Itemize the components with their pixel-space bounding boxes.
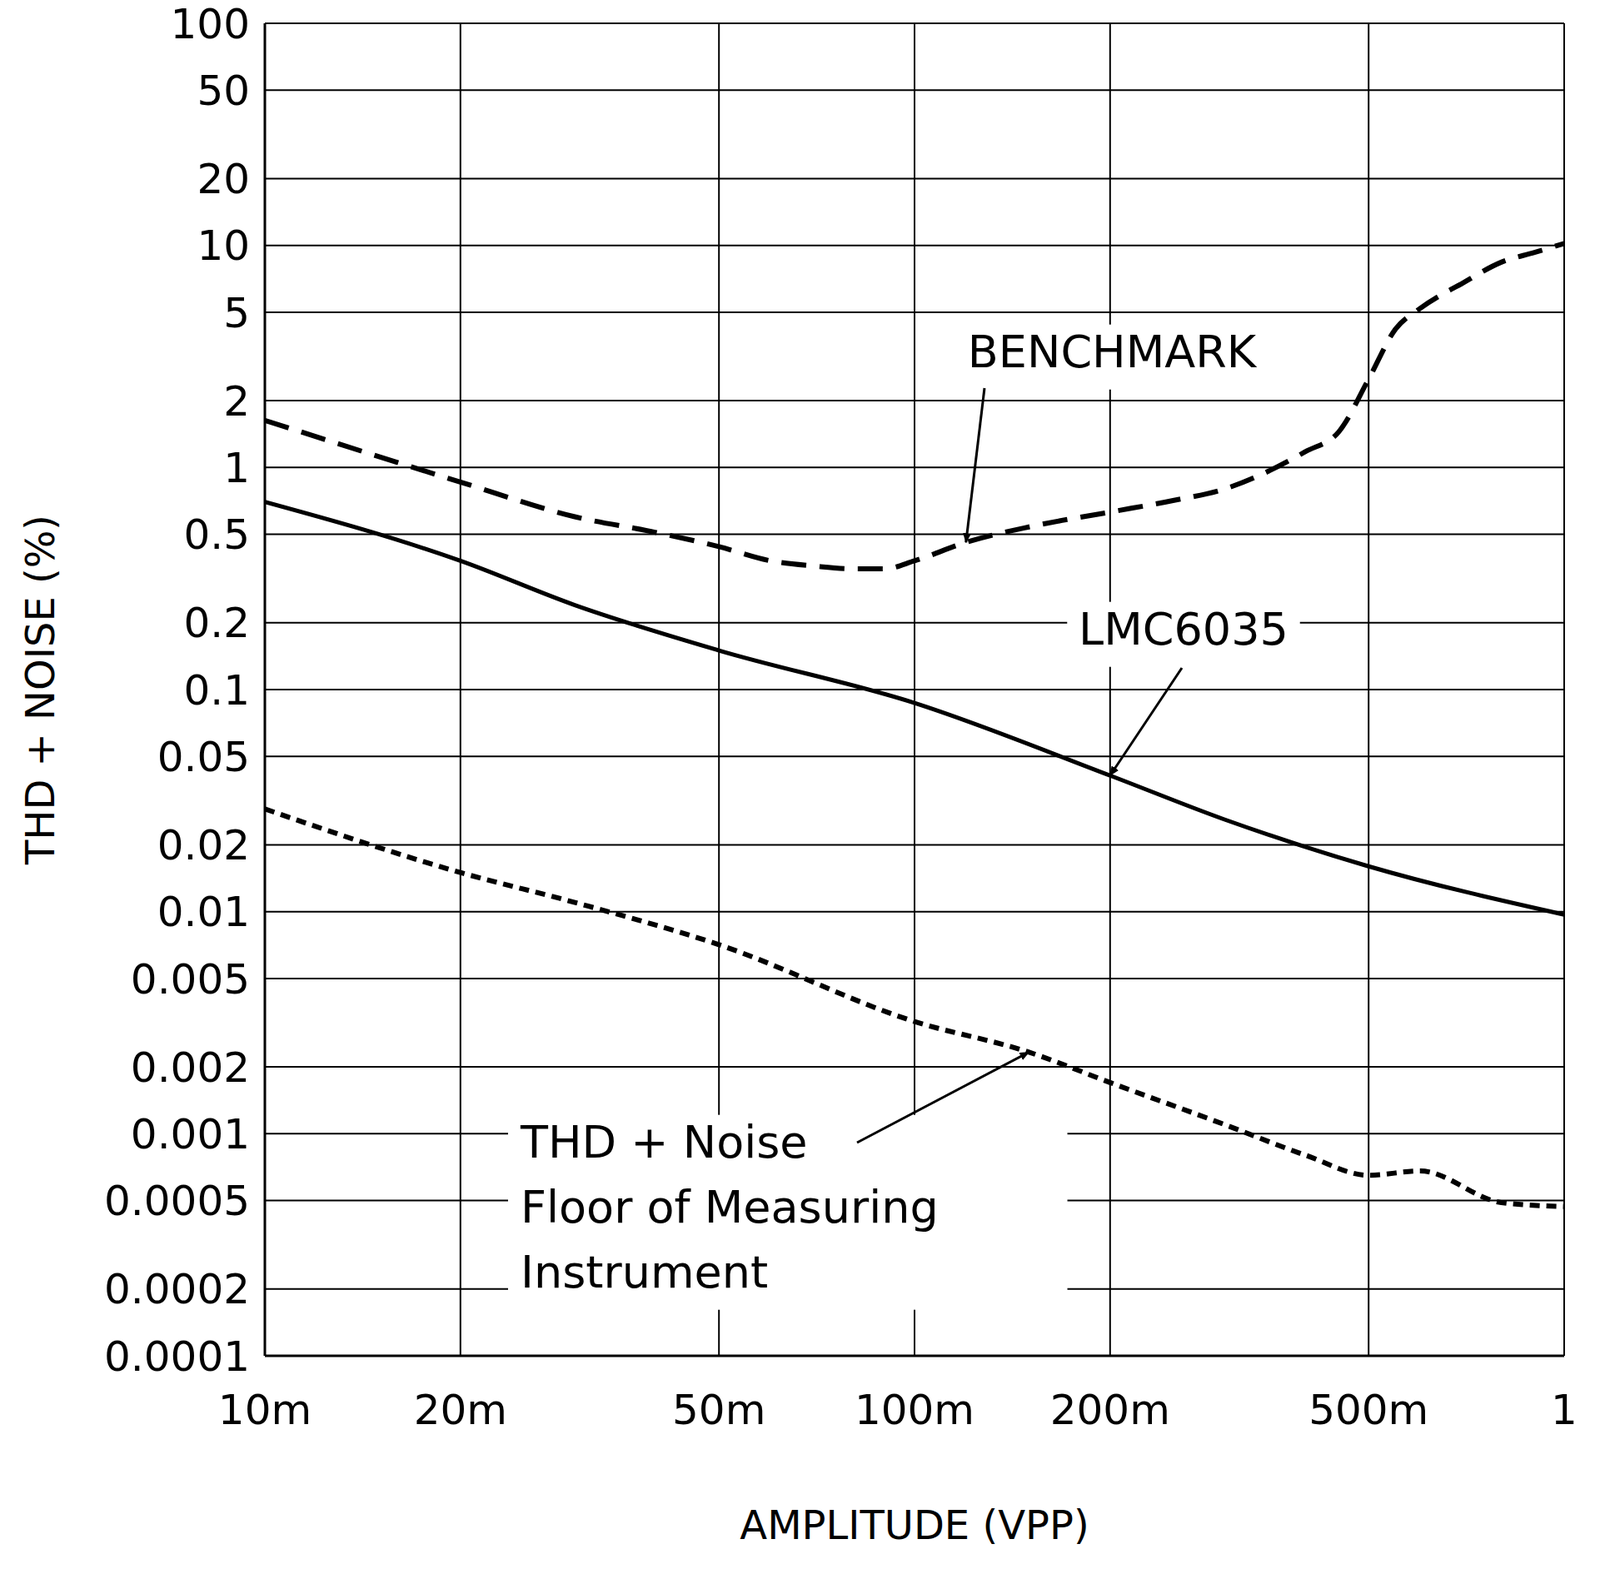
- svg-text:500m: 500m: [1308, 1385, 1429, 1435]
- svg-text:1: 1: [1550, 1385, 1578, 1435]
- svg-text:0.0001: 0.0001: [104, 1332, 250, 1381]
- svg-text:50m: 50m: [672, 1385, 766, 1435]
- svg-text:100: 100: [170, 6, 250, 49]
- svg-text:Instrument: Instrument: [520, 1246, 768, 1299]
- svg-text:5: 5: [223, 289, 250, 338]
- svg-text:THD + Noise: THD + Noise: [519, 1116, 808, 1169]
- svg-text:0.002: 0.002: [130, 1043, 250, 1092]
- svg-text:0.05: 0.05: [157, 732, 250, 782]
- svg-text:2: 2: [223, 377, 250, 426]
- svg-text:0.005: 0.005: [130, 955, 250, 1004]
- svg-text:0.2: 0.2: [183, 598, 250, 648]
- svg-text:100m: 100m: [854, 1385, 975, 1435]
- svg-text:0.02: 0.02: [157, 821, 250, 870]
- svg-text:0.01: 0.01: [157, 887, 250, 937]
- svg-text:0.5: 0.5: [183, 510, 250, 559]
- svg-text:0.001: 0.001: [130, 1110, 250, 1159]
- svg-text:50: 50: [196, 66, 250, 115]
- svg-text:1: 1: [223, 443, 250, 493]
- svg-text:20: 20: [196, 154, 250, 204]
- svg-text:BENCHMARK: BENCHMARK: [967, 325, 1258, 379]
- svg-text:THD + NOISE (%): THD + NOISE (%): [16, 514, 64, 866]
- svg-text:LMC6035: LMC6035: [1078, 603, 1289, 656]
- svg-text:20m: 20m: [413, 1385, 508, 1435]
- svg-text:10m: 10m: [218, 1385, 312, 1435]
- svg-text:0.1: 0.1: [183, 666, 250, 715]
- svg-text:AMPLITUDE (VPP): AMPLITUDE (VPP): [739, 1501, 1089, 1549]
- svg-text:10: 10: [196, 221, 250, 270]
- svg-text:200m: 200m: [1050, 1385, 1171, 1435]
- svg-text:0.0005: 0.0005: [104, 1176, 250, 1226]
- svg-text:0.0002: 0.0002: [104, 1265, 250, 1314]
- svg-text:Floor of Measuring: Floor of Measuring: [520, 1181, 939, 1234]
